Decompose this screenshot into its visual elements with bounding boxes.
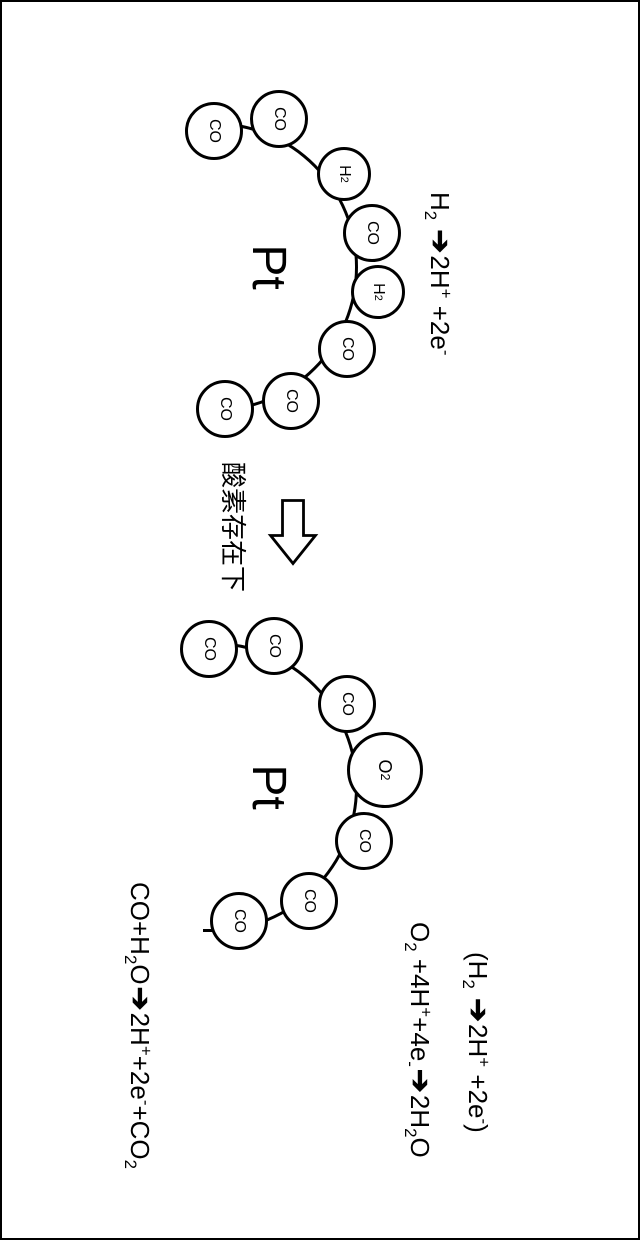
transition-caption: 酸素存在下 — [216, 462, 253, 592]
molecule-left-6-co: CO — [262, 372, 320, 430]
molecule-right-5-co: CO — [280, 872, 338, 930]
pt-left-label: Pt — [242, 244, 297, 289]
molecule-left-1-co: CO — [185, 102, 243, 160]
molecule-right-4-co: CO — [335, 812, 393, 870]
molecule-left-0-co: CO — [250, 90, 308, 148]
diagram-stage: Pt COCOH2COH2COCOCO H2 ➔2H+ +2e- 酸素存在下 P… — [0, 0, 640, 1240]
equation-left: H2 ➔2H+ +2e- — [420, 192, 458, 355]
molecule-right-3-o2: O2 — [347, 732, 423, 808]
molecule-left-2-h2: H2 — [317, 147, 371, 201]
molecule-left-5-co: CO — [318, 320, 376, 378]
molecule-left-3-co: CO — [343, 204, 401, 262]
molecule-right-2-co: CO — [318, 675, 376, 733]
transition-arrow — [263, 497, 323, 567]
equation-right-co: CO+H2O➔2H++2e-+CO2 — [120, 882, 158, 1169]
molecule-left-7-co: CO — [196, 380, 254, 438]
molecule-right-0-co: CO — [245, 617, 303, 675]
molecule-right-6-co: CO — [210, 892, 268, 950]
pt-right-label: Pt — [242, 764, 297, 809]
equation-right-paren: (H2 ➔2H+ +2e-) — [458, 952, 496, 1133]
equation-right-orr: O2 +4H++4e-➔2H2O — [400, 922, 438, 1158]
molecule-left-4-h2: H2 — [351, 265, 405, 319]
molecule-right-1-co: CO — [180, 620, 238, 678]
